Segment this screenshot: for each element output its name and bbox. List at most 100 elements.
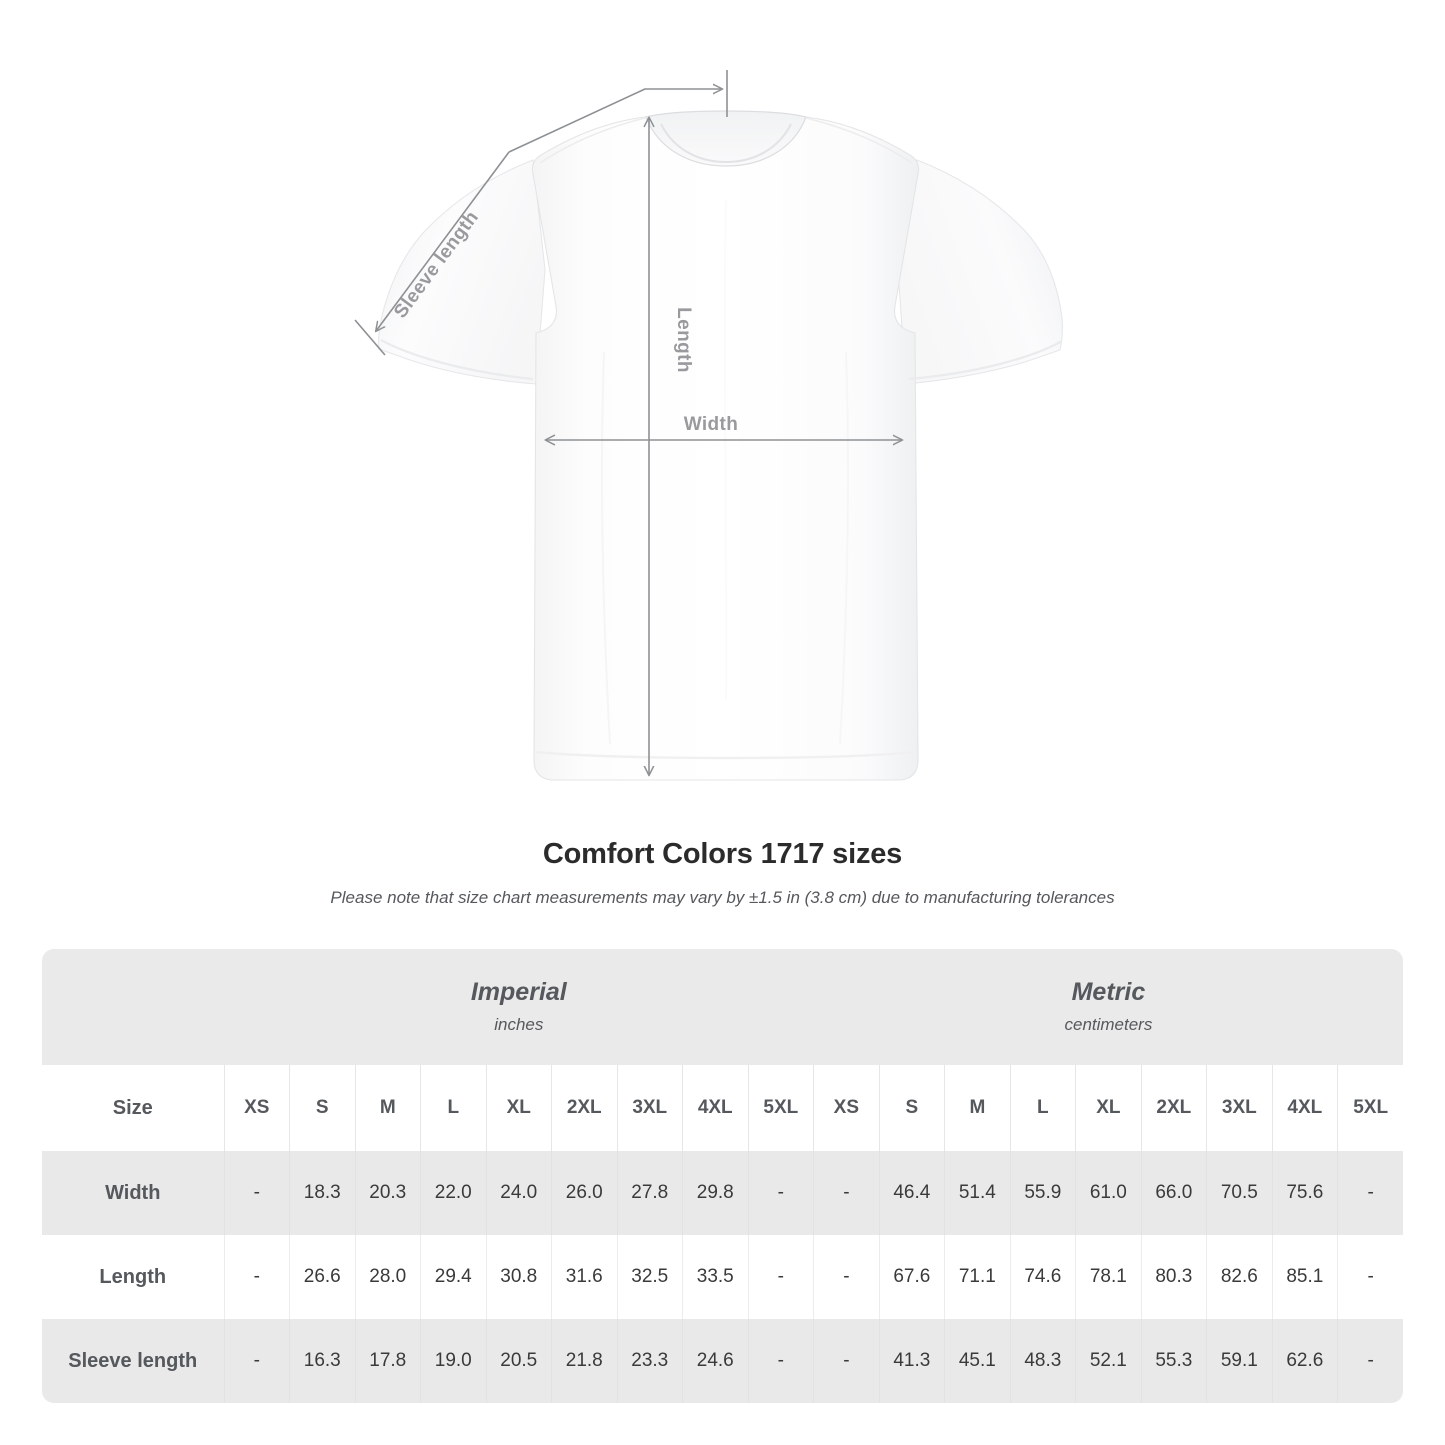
- sleeve-leader-line: [508, 89, 722, 153]
- cell-sleeve-length-imperial-l: 19.0: [420, 1319, 486, 1403]
- cell-width-imperial-5xl: -: [747, 1151, 814, 1235]
- table-row: Length -26.6 28.0 29.4 30.8 31.6 32.5 33.5- -67.…: [42, 1235, 1404, 1319]
- cell-width-metric-xl: 61.0: [1075, 1151, 1142, 1235]
- cell-sleeve-length-metric-4xl: 62.6: [1271, 1319, 1338, 1403]
- cell-width-imperial-s: 18.3: [289, 1151, 355, 1235]
- size-header-imperial-2xl: 2XL: [551, 1065, 617, 1151]
- cell-length-imperial-2xl: 31.6: [551, 1235, 617, 1319]
- cell-length-imperial-m: 28.0: [354, 1235, 421, 1319]
- cell-length-imperial-l: 29.4: [420, 1235, 486, 1319]
- unit-system-name: Imperial: [470, 978, 567, 1007]
- tshirt-illustration: Sleeve length Length Width: [354, 70, 1063, 781]
- unit-measure-name: inches: [494, 1014, 544, 1034]
- cell-width-metric-s: 46.4: [878, 1151, 945, 1235]
- cell-length-imperial-xs: -: [223, 1235, 290, 1319]
- title-block: Comfort Colors 1717 sizes Please note th…: [0, 838, 1445, 908]
- cell-sleeve-length-imperial-3xl: 23.3: [616, 1319, 683, 1403]
- unit-measure-name: centimeters: [1064, 1014, 1153, 1034]
- unit-banner-row: Imperial inches Metric centimeters: [42, 949, 1404, 1065]
- cell-sleeve-length-imperial-5xl: -: [747, 1319, 814, 1403]
- cell-length-imperial-xl: 30.8: [485, 1235, 552, 1319]
- cell-length-imperial-3xl: 32.5: [616, 1235, 683, 1319]
- cell-width-metric-4xl: 75.6: [1271, 1151, 1338, 1235]
- size-header-imperial-4xl: 4XL: [682, 1065, 748, 1151]
- cell-length-metric-2xl: 80.3: [1140, 1235, 1207, 1319]
- right-shoulder-seam: [805, 117, 913, 164]
- size-chart-table: Imperial inches Metric centimeters Size XS S M L…: [42, 949, 1404, 1403]
- size-header-imperial-3xl: 3XL: [616, 1065, 683, 1151]
- measurement-tolerance-note: Please note that size chart measurements…: [330, 888, 1115, 907]
- cell-sleeve-length-metric-xl: 52.1: [1075, 1319, 1142, 1403]
- cell-length-imperial-4xl: 33.5: [682, 1235, 748, 1319]
- size-header-row: Size XS S M L XL 2XL 3XL 4XL 5XL XS S M L XL 2XL 3XL 4XL 5…: [42, 1065, 1404, 1151]
- size-header-metric-4xl: 4XL: [1271, 1065, 1338, 1151]
- cell-sleeve-length-metric-s: 41.3: [878, 1319, 945, 1403]
- size-header-metric-s: S: [878, 1065, 945, 1151]
- cell-width-imperial-2xl: 26.0: [551, 1151, 617, 1235]
- size-header-imperial-l: L: [420, 1065, 486, 1151]
- fabric-fold-right: [839, 351, 849, 745]
- size-header-metric-m: M: [944, 1065, 1011, 1151]
- size-header-metric-5xl: 5XL: [1337, 1065, 1404, 1151]
- cell-sleeve-length-imperial-s: 16.3: [289, 1319, 355, 1403]
- size-header-imperial-s: S: [289, 1065, 355, 1151]
- row-label-sleeve-length: Sleeve length: [42, 1319, 224, 1403]
- page-title: Comfort Colors 1717 sizes: [542, 838, 903, 870]
- cell-sleeve-length-imperial-4xl: 24.6: [682, 1319, 748, 1403]
- fabric-fold-left: [601, 351, 611, 745]
- bottom-hem: [535, 750, 917, 760]
- size-header-metric-l: L: [1009, 1065, 1076, 1151]
- cell-width-imperial-xl: 24.0: [485, 1151, 552, 1235]
- cell-width-metric-xs: -: [813, 1151, 880, 1235]
- cell-length-metric-xl: 78.1: [1075, 1235, 1142, 1319]
- row-label-width: Width: [42, 1151, 224, 1235]
- right-sleeve: [897, 159, 1063, 385]
- fabric-fold-center: [724, 199, 727, 701]
- size-header-metric-2xl: 2XL: [1140, 1065, 1207, 1151]
- size-header-metric-xs: XS: [813, 1065, 880, 1151]
- sleeve-length-arrow: [376, 151, 510, 331]
- cell-sleeve-length-metric-m: 45.1: [944, 1319, 1011, 1403]
- cell-sleeve-length-metric-2xl: 55.3: [1140, 1319, 1207, 1403]
- length-label: Length: [673, 307, 694, 373]
- cell-length-metric-m: 71.1: [944, 1235, 1011, 1319]
- size-header-imperial-xl: XL: [485, 1065, 552, 1151]
- left-shoulder-seam: [539, 117, 646, 164]
- size-column-header: Size: [42, 1065, 224, 1151]
- unit-banner-imperial: Imperial inches: [224, 949, 814, 1065]
- cell-length-metric-s: 67.6: [878, 1235, 945, 1319]
- width-label: Width: [684, 414, 739, 435]
- cell-sleeve-length-imperial-2xl: 21.8: [551, 1319, 617, 1403]
- length-annotation: Length: [649, 118, 694, 775]
- table-row: Sleeve length -16.3 17.8 19.0 20.5 21.8 23.3 24…: [42, 1319, 1404, 1403]
- collar-ribbing: [660, 123, 792, 164]
- cell-width-metric-3xl: 70.5: [1206, 1151, 1273, 1235]
- size-header-metric-3xl: 3XL: [1206, 1065, 1273, 1151]
- tshirt-graphic: [378, 110, 1063, 781]
- unit-banner-metric: Metric centimeters: [813, 949, 1404, 1065]
- cell-sleeve-length-metric-3xl: 59.1: [1206, 1319, 1273, 1403]
- width-annotation: Width: [546, 414, 902, 440]
- cell-sleeve-length-imperial-xs: -: [223, 1319, 290, 1403]
- cell-length-metric-l: 74.6: [1009, 1235, 1076, 1319]
- cell-width-imperial-xs: -: [223, 1151, 290, 1235]
- unit-banner-spacer: [42, 949, 224, 1065]
- size-header-imperial-5xl: 5XL: [747, 1065, 814, 1151]
- cell-sleeve-length-metric-5xl: -: [1337, 1319, 1404, 1403]
- cell-length-metric-xs: -: [813, 1235, 880, 1319]
- cell-sleeve-length-imperial-m: 17.8: [354, 1319, 421, 1403]
- size-header-imperial-xs: XS: [223, 1065, 290, 1151]
- cell-width-imperial-3xl: 27.8: [616, 1151, 683, 1235]
- cell-sleeve-length-imperial-xl: 20.5: [485, 1319, 552, 1403]
- cell-length-metric-5xl: -: [1337, 1235, 1404, 1319]
- cell-width-metric-2xl: 66.0: [1140, 1151, 1207, 1235]
- unit-system-name: Metric: [1071, 978, 1146, 1007]
- cell-length-imperial-s: 26.6: [289, 1235, 355, 1319]
- cell-sleeve-length-metric-l: 48.3: [1009, 1319, 1076, 1403]
- size-chart-container: Imperial inches Metric centimeters Size XS S M L…: [42, 949, 1404, 1403]
- cell-length-metric-4xl: 85.1: [1271, 1235, 1338, 1319]
- table-row: Width -18.3 20.3 22.0 24.0 26.0 27.8 29.8- -46.4…: [42, 1151, 1404, 1235]
- size-header-imperial-m: M: [354, 1065, 421, 1151]
- cell-length-imperial-5xl: -: [747, 1235, 814, 1319]
- row-label-length: Length: [42, 1235, 224, 1319]
